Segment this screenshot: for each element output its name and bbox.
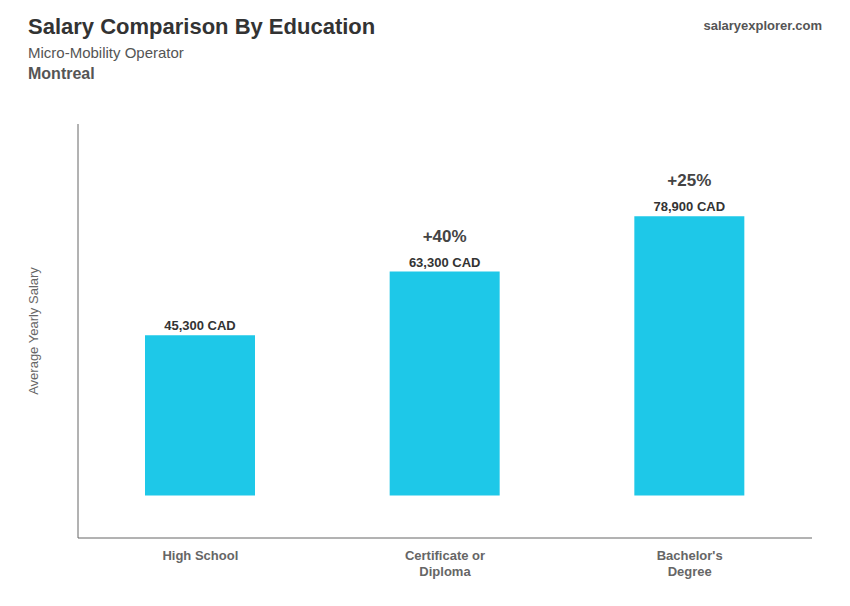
svg-text:Average Yearly Salary: Average Yearly Salary: [26, 267, 41, 395]
svg-text:+40%: +40%: [423, 227, 467, 246]
html-text:Micro-Mobility Operator: Micro-Mobility Operator: [28, 44, 184, 61]
svg-text:Certificate orDiploma: Certificate orDiploma: [405, 548, 485, 579]
svg-text:High School: High School: [162, 548, 238, 563]
svg-text:Bachelor'sDegree: Bachelor'sDegree: [657, 548, 723, 579]
html-text:Montreal: Montreal: [28, 65, 95, 82]
svg-text:63,300 CAD: 63,300 CAD: [409, 255, 481, 270]
svg-text:+25%: +25%: [667, 171, 711, 190]
svg-text:78,900 CAD: 78,900 CAD: [654, 199, 726, 214]
html-text:salaryexplorer.com: salaryexplorer.com: [703, 18, 822, 33]
html-text:Salary Comparison By Education: Salary Comparison By Education: [28, 14, 376, 39]
svg-text:45,300 CAD: 45,300 CAD: [164, 318, 236, 333]
